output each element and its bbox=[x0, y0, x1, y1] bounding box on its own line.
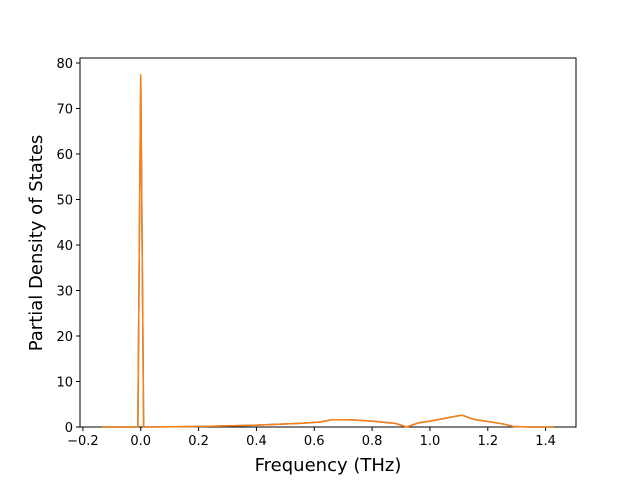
y-tick-label: 40 bbox=[56, 239, 73, 254]
x-tick-label: 0.8 bbox=[362, 434, 383, 449]
data-line bbox=[101, 74, 555, 428]
y-tick-label: 80 bbox=[56, 57, 73, 72]
y-tick-label: 30 bbox=[56, 285, 73, 300]
y-tick-label: 50 bbox=[56, 194, 73, 209]
x-tick-label: 1.2 bbox=[477, 434, 498, 449]
x-tick-label: −0.2 bbox=[67, 434, 99, 449]
axes-frame bbox=[79, 57, 577, 428]
x-tick-label: 1.4 bbox=[535, 434, 556, 449]
y-tick-label: 20 bbox=[56, 330, 73, 345]
x-axis-label: Frequency (THz) bbox=[255, 455, 402, 476]
y-tick-label: 10 bbox=[56, 376, 73, 391]
x-tick-label: 1.0 bbox=[420, 434, 441, 449]
x-tick-label: 0.0 bbox=[130, 434, 151, 449]
y-tick-label: 60 bbox=[56, 148, 73, 163]
y-tick-label: 0 bbox=[65, 421, 73, 436]
x-tick-label: 0.6 bbox=[304, 434, 325, 449]
data-line bbox=[101, 74, 555, 428]
y-axis-label: Partial Density of States bbox=[26, 135, 47, 352]
x-tick-label: 0.4 bbox=[246, 434, 267, 449]
x-tick-label: 0.2 bbox=[188, 434, 209, 449]
y-tick-label: 70 bbox=[56, 103, 73, 118]
